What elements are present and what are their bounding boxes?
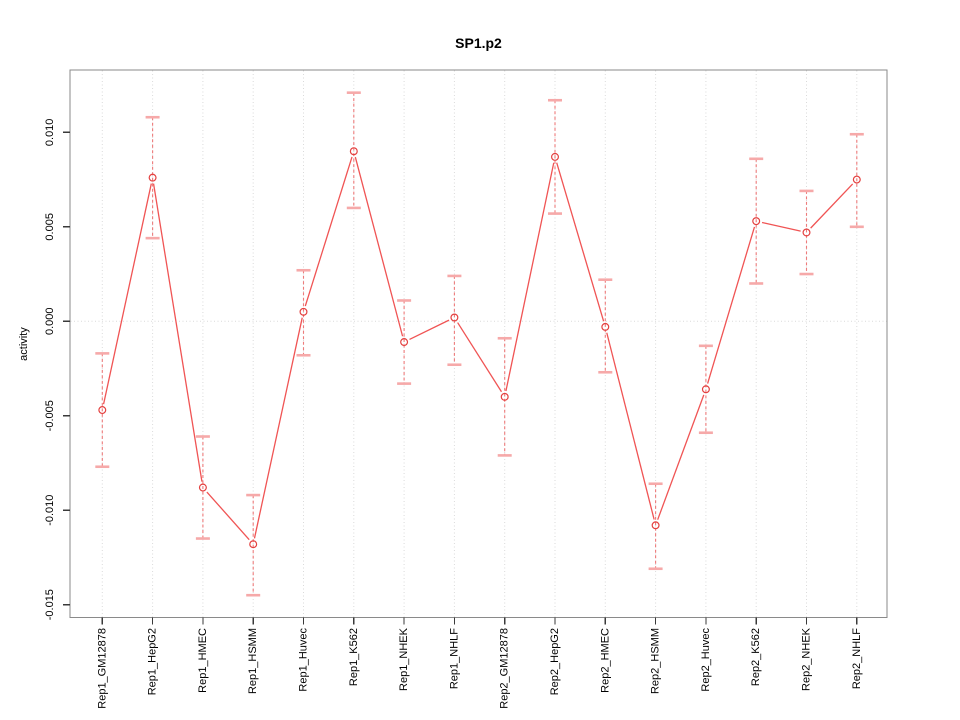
series-segment (152, 183, 203, 482)
data-point-marker (752, 217, 761, 226)
data-point-marker (249, 540, 258, 549)
x-tick-label: Rep2_K562 (750, 628, 762, 686)
y-tick-label: -0.010 (44, 495, 56, 526)
data-point-marker (198, 483, 207, 492)
series-segment (354, 156, 404, 337)
x-tick-label: Rep1_NHEK (398, 627, 410, 691)
y-tick-label: 0.005 (44, 213, 56, 241)
x-tick-label: Rep2_Huvec (700, 628, 712, 692)
data-point-marker (550, 152, 559, 161)
data-point-marker (601, 322, 610, 331)
x-tick-label: Rep2_GM12878 (499, 628, 511, 709)
y-axis-label: activity (18, 327, 30, 361)
data-point-marker (802, 228, 811, 237)
x-tick-label: Rep1_HepG2 (147, 628, 159, 695)
series-segment (606, 332, 655, 520)
series-segment (761, 221, 801, 232)
data-point-marker (98, 406, 107, 415)
series-segment (505, 162, 555, 392)
x-tick-label: Rep2_HSMM (650, 628, 662, 694)
data-point-marker (500, 392, 509, 401)
y-tick-label: 0.000 (44, 308, 56, 336)
x-tick-label: Rep1_K562 (348, 628, 360, 686)
y-tick-label: 0.010 (44, 119, 56, 147)
x-tick-label: Rep2_NHEK (801, 627, 813, 691)
plot-box (69, 69, 888, 619)
y-tick-label: -0.005 (44, 400, 56, 431)
series-segment (206, 491, 250, 541)
data-point-marker (349, 147, 358, 156)
axis-ticks (63, 131, 858, 625)
series-segment (457, 322, 503, 393)
x-tick-label: Rep1_GM12878 (96, 628, 108, 709)
series-segment (706, 226, 756, 384)
data-point-markers (98, 147, 861, 549)
series-line (102, 156, 854, 541)
x-tick-label: Rep1_NHLF (448, 628, 460, 689)
data-point-marker (450, 313, 459, 322)
series-segment (102, 183, 152, 405)
y-tick-label: -0.015 (44, 589, 56, 620)
data-point-marker (701, 385, 710, 394)
plot-border (69, 69, 888, 619)
series-segment (657, 394, 705, 520)
axis-tick-labels: -0.015 -0.010 -0.005 0.000 0.005 0.010 Rep1_GM… (44, 119, 863, 709)
series-segment (304, 156, 353, 307)
x-tick-label: Rep2_NHLF (851, 628, 863, 689)
grid-lines (70, 70, 887, 617)
x-tick-label: Rep1_HSMM (247, 628, 259, 694)
data-point-marker (148, 173, 157, 182)
data-point-marker (852, 175, 861, 184)
data-point-marker (400, 338, 409, 347)
data-point-marker (651, 521, 660, 530)
series-segment (253, 317, 303, 539)
x-tick-label: Rep1_Huvec (298, 628, 310, 692)
series-segment (409, 319, 450, 341)
chart-title: SP1.p2 (455, 35, 502, 51)
series-segment (556, 162, 605, 322)
error-bars (95, 91, 864, 597)
series-segment (810, 183, 854, 229)
x-tick-label: Rep2_HMEC (599, 628, 611, 693)
x-tick-label: Rep1_HMEC (197, 628, 209, 693)
data-point-marker (299, 307, 308, 316)
x-tick-label: Rep2_HepG2 (549, 628, 561, 695)
